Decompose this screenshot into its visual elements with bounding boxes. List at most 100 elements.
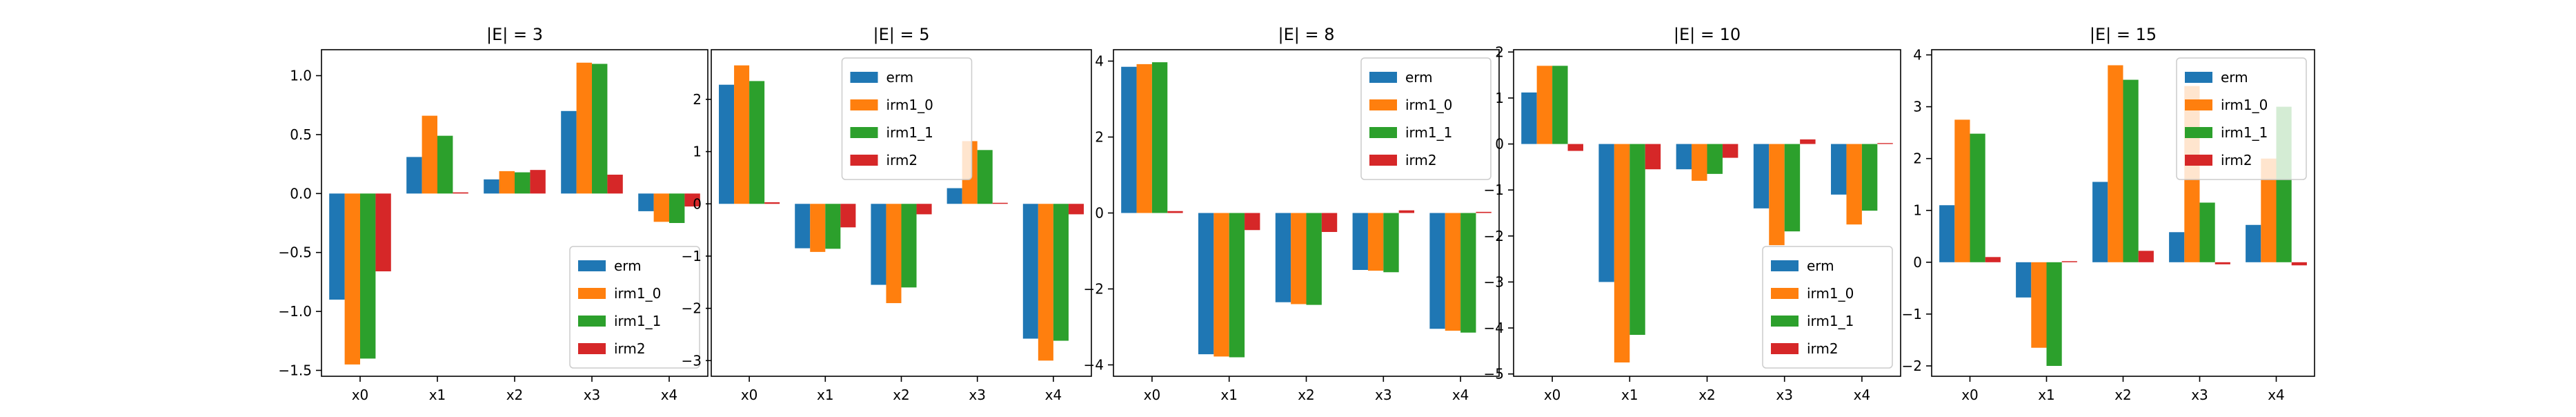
bar-irm2-x4 <box>2291 262 2307 266</box>
bar-irm2-x0 <box>1167 211 1183 213</box>
xtick-label: x2 <box>506 387 524 403</box>
legend-swatch-irm1_1 <box>850 127 878 138</box>
xtick-label: x1 <box>817 387 834 403</box>
bar-irm1_1-x1 <box>2046 262 2062 366</box>
ytick-label: 1 <box>693 144 702 160</box>
bar-irm1_0-x1 <box>1213 213 1229 357</box>
bar-irm1_1-x2 <box>1306 213 1322 305</box>
ytick-label: −1 <box>1902 306 1922 322</box>
legend-label-irm1_0: irm1_0 <box>1807 285 1854 302</box>
legend-swatch-erm <box>1771 260 1799 271</box>
legend-box <box>569 246 700 369</box>
bar-irm1_0-x3 <box>576 62 592 194</box>
ytick-label: 3 <box>1913 99 1922 115</box>
bar-irm1_1-x2 <box>2123 79 2139 262</box>
bar-irm2-x1 <box>2061 261 2077 262</box>
legend-swatch-irm1_0 <box>850 99 878 110</box>
bar-erm-x0 <box>1939 205 1955 262</box>
xtick-label: x2 <box>893 387 910 403</box>
xtick-label: x0 <box>1144 387 1161 403</box>
xtick-label: x1 <box>429 387 446 403</box>
bar-erm-x3 <box>1352 213 1368 270</box>
bar-erm-x3 <box>1753 144 1770 208</box>
bar-irm1_0-x3 <box>1769 144 1785 246</box>
legend-label-irm1_0: irm1_0 <box>886 97 933 113</box>
bar-irm1_1-x3 <box>977 150 993 204</box>
ytick-label: 1 <box>1495 90 1504 106</box>
bar-irm1_0-x2 <box>1291 213 1307 304</box>
bar-erm-x0 <box>1521 92 1537 144</box>
xtick-label: x0 <box>352 387 369 403</box>
ytick-label: 0 <box>1913 254 1922 271</box>
ytick-label: 0.0 <box>290 185 312 202</box>
bar-irm2-x1 <box>1245 213 1260 231</box>
bar-irm1_1-x4 <box>669 193 685 224</box>
subplot-5: −2 −1 0 1 2 3 4 x0 x1 x2 x3 x4 |E| = 15 erm irm1_0 irm1… <box>1902 25 2315 403</box>
legend-label-irm2: irm2 <box>2221 152 2252 168</box>
bar-irm2-x2 <box>916 204 932 215</box>
ytick-label: 2 <box>1495 43 1504 60</box>
bar-erm-x2 <box>1275 213 1291 302</box>
bar-erm-x4 <box>2246 224 2261 262</box>
legend-swatch-irm1_0 <box>1771 288 1799 299</box>
ytick-label: −0.5 <box>278 244 312 261</box>
legend-box <box>1360 57 1492 180</box>
legend-box <box>841 57 973 180</box>
bar-irm2-x4 <box>1068 204 1084 215</box>
ytick-label: 0.5 <box>290 126 312 143</box>
ytick-label: 0 <box>693 195 702 212</box>
xtick-label: x4 <box>1045 387 1062 403</box>
bar-erm-x4 <box>1429 213 1445 329</box>
bar-irm1_0-x1 <box>1614 144 1630 363</box>
ytick-label: −4 <box>1484 320 1504 336</box>
bar-erm-x4 <box>1831 144 1847 195</box>
bar-irm1_0-x2 <box>2108 65 2123 262</box>
ytick-label: 2 <box>1913 151 1922 167</box>
ytick-label: −5 <box>1484 366 1504 382</box>
legend-label-irm2: irm2 <box>1405 152 1437 168</box>
bar-irm1_1-x4 <box>1053 204 1069 341</box>
bar-irm2-x4 <box>684 193 700 207</box>
ytick-label: 1.0 <box>290 68 312 84</box>
subplot-1: −1.5 −1.0 −0.5 0.0 0.5 1.0 x0 x1 x2 x3 x4 |E| = 3 er… <box>278 25 709 403</box>
bar-irm1_1-x1 <box>825 204 841 249</box>
legend: erm irm1_0 irm1_1 irm2 <box>1360 57 1492 180</box>
legend-swatch-irm1_1 <box>578 316 606 327</box>
bar-erm-x2 <box>1676 144 1692 170</box>
xtick-label: x2 <box>1698 387 1716 403</box>
bar-erm-x0 <box>1121 66 1137 213</box>
legend-box <box>1762 246 1893 369</box>
ytick-label: −2 <box>1084 281 1104 298</box>
xtick-label: x1 <box>1621 387 1638 403</box>
xtick-label: x0 <box>1544 387 1561 403</box>
xtick-label: x3 <box>1375 387 1392 403</box>
bar-irm2-x0 <box>1567 144 1583 151</box>
xtick-label: x3 <box>584 387 601 403</box>
bar-irm2-x3 <box>607 175 623 194</box>
legend: erm irm1_0 irm1_1 irm2 <box>2176 57 2307 180</box>
bar-irm1_0-x2 <box>1692 144 1707 181</box>
subplot-title: |E| = 5 <box>873 25 930 44</box>
legend-swatch-irm1_0 <box>2185 99 2212 110</box>
legend: erm irm1_0 irm1_1 irm2 <box>841 57 973 180</box>
bar-erm-x3 <box>947 188 962 204</box>
bar-irm1_1-x1 <box>437 135 453 194</box>
legend-label-erm: erm <box>2221 69 2248 86</box>
legend: erm irm1_0 irm1_1 irm2 <box>569 246 700 369</box>
bar-erm-x3 <box>2169 232 2185 262</box>
xtick-label: x3 <box>2191 387 2208 403</box>
bar-irm1_1-x0 <box>749 81 765 204</box>
subplot-title: |E| = 8 <box>1278 25 1335 44</box>
bar-erm-x1 <box>406 157 422 194</box>
bar-irm2-x2 <box>1722 144 1738 158</box>
xtick-label: x1 <box>2038 387 2055 403</box>
legend-label-irm2: irm2 <box>886 152 918 168</box>
bar-irm1_0-x0 <box>1136 64 1152 213</box>
bar-irm1_1-x1 <box>1229 213 1245 358</box>
bar-irm1_1-x0 <box>1151 62 1168 213</box>
legend-swatch-irm2 <box>1771 343 1799 354</box>
legend-label-irm2: irm2 <box>614 340 646 357</box>
ytick-label: 2 <box>693 91 702 108</box>
xtick-label: x2 <box>2114 387 2132 403</box>
bar-irm2-x0 <box>1985 257 2001 262</box>
